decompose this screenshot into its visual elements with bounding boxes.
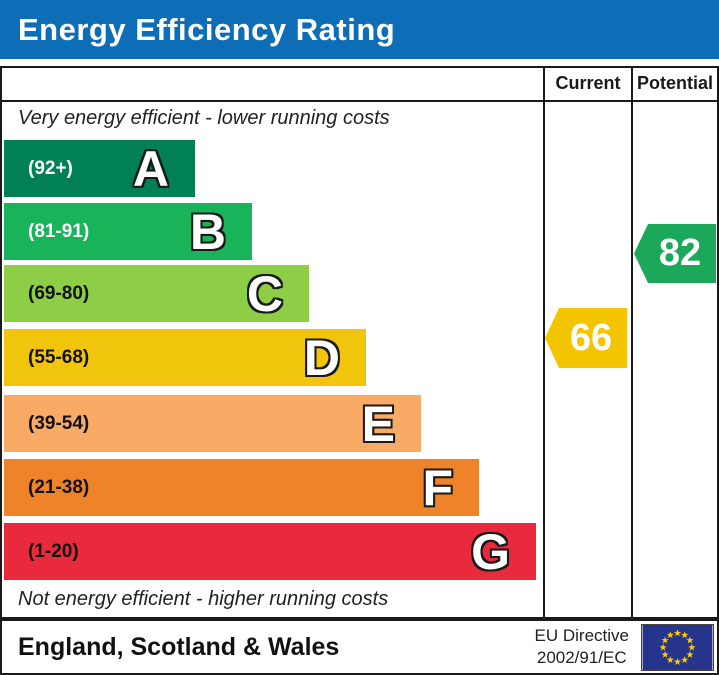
band-a: (92+) A [4, 140, 195, 197]
band-c-range: (69-80) [28, 282, 90, 304]
band-e-range: (39-54) [28, 412, 90, 434]
column-header-current: Current [555, 72, 621, 93]
band-b: (81-91) B [4, 203, 252, 260]
band-c: (69-80) C [4, 265, 309, 322]
band-d-letter: D [303, 329, 340, 386]
band-g-letter: G [471, 523, 510, 580]
band-d-range: (55-68) [28, 346, 90, 368]
band-e: (39-54) E [4, 395, 421, 452]
band-a-range: (92+) [28, 157, 73, 179]
potential-value: 82 [658, 232, 702, 274]
eu-directive-line1: EU Directive [534, 626, 629, 645]
potential-marker: 82 [634, 224, 716, 283]
current-marker: 66 [545, 308, 627, 368]
top-caption: Very energy efficient - lower running co… [18, 107, 390, 129]
page-title: Energy Efficiency Rating [18, 11, 396, 47]
band-c-letter: C [246, 265, 283, 322]
column-header-potential: Potential [636, 72, 713, 93]
bottom-caption: Not energy efficient - higher running co… [18, 588, 389, 610]
band-g: (1-20) G [4, 523, 536, 580]
band-a-letter: A [132, 140, 169, 197]
band-g-range: (1-20) [28, 540, 79, 562]
header-row-divider [0, 100, 719, 102]
region-label: England, Scotland & Wales [18, 632, 340, 661]
eu-directive-line2: 2002/91/EC [536, 648, 627, 667]
eu-directive-label: EU Directive 2002/91/EC [535, 625, 629, 669]
title-bar: Energy Efficiency Rating [0, 0, 719, 59]
band-b-letter: B [189, 203, 226, 260]
band-f-letter: F [422, 459, 453, 516]
column-divider-current [543, 66, 545, 619]
band-b-range: (81-91) [28, 220, 90, 242]
band-e-letter: E [361, 395, 395, 452]
band-d: (55-68) D [4, 329, 366, 386]
column-divider-potential [631, 66, 633, 619]
current-value: 66 [569, 316, 613, 359]
band-f-range: (21-38) [28, 476, 90, 498]
footer: England, Scotland & Wales EU Directive 2… [0, 619, 719, 675]
band-f: (21-38) F [4, 459, 479, 516]
eu-flag-icon [641, 623, 714, 671]
